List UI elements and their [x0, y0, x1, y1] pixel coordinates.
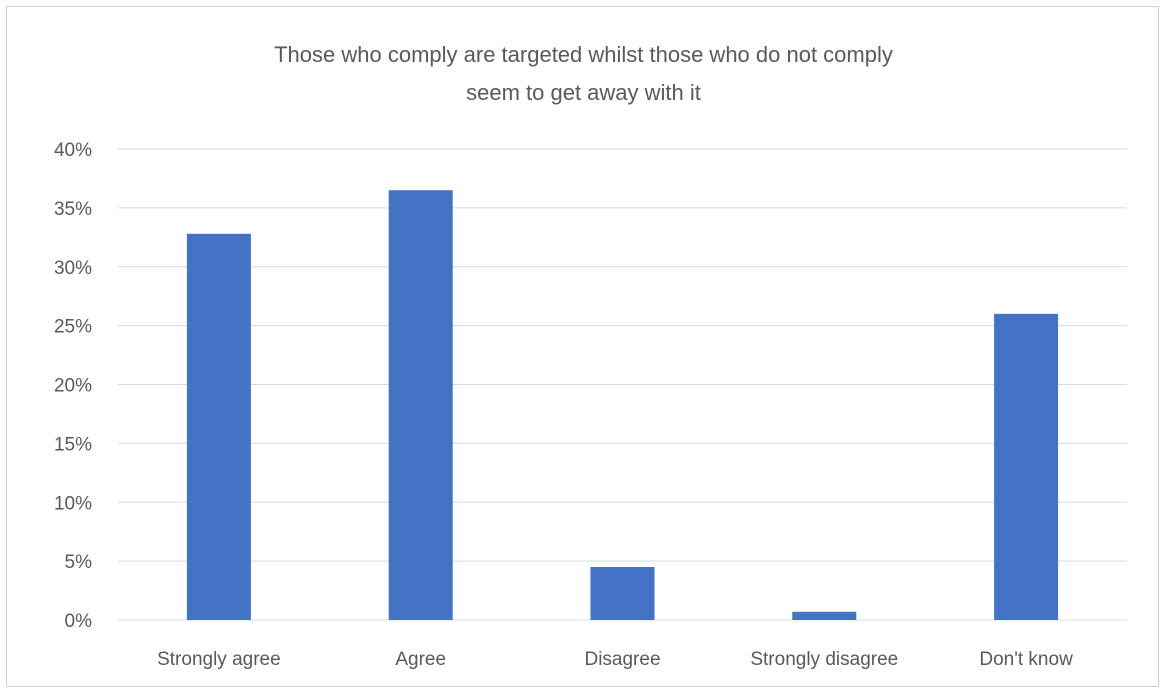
y-tick-label: 0%	[65, 611, 93, 632]
bar	[186, 233, 251, 620]
x-category-label: Strongly agree	[157, 649, 281, 670]
x-category-label: Strongly disagree	[750, 649, 898, 670]
bar	[590, 567, 655, 620]
x-category-label: Disagree	[584, 649, 660, 670]
x-category-label: Don't know	[979, 649, 1073, 670]
y-axis-tick-labels: 0% 5% 10% 15% 20% 25% 30% 35% 40%	[54, 140, 92, 632]
bars	[186, 190, 1059, 620]
bar	[792, 611, 857, 620]
chart-title: Those who comply are targeted whilst tho…	[0, 36, 1167, 112]
y-tick-label: 25%	[54, 317, 92, 338]
y-tick-label: 15%	[54, 434, 92, 455]
y-tick-label: 40%	[54, 140, 92, 161]
y-tick-label: 10%	[54, 493, 92, 514]
bar	[994, 313, 1059, 620]
chart-title-line-1: Those who comply are targeted whilst tho…	[274, 42, 893, 67]
chart-title-line-2: seem to get away with it	[466, 80, 701, 105]
y-tick-label: 30%	[54, 258, 92, 279]
y-tick-label: 35%	[54, 199, 92, 220]
y-tick-label: 20%	[54, 376, 92, 397]
bar	[388, 190, 453, 620]
x-axis-category-labels: Strongly agree Agree Disagree Strongly disa…	[157, 649, 1073, 670]
y-tick-label: 5%	[65, 552, 93, 573]
x-category-label: Agree	[395, 649, 446, 670]
gridlines	[118, 148, 1127, 621]
